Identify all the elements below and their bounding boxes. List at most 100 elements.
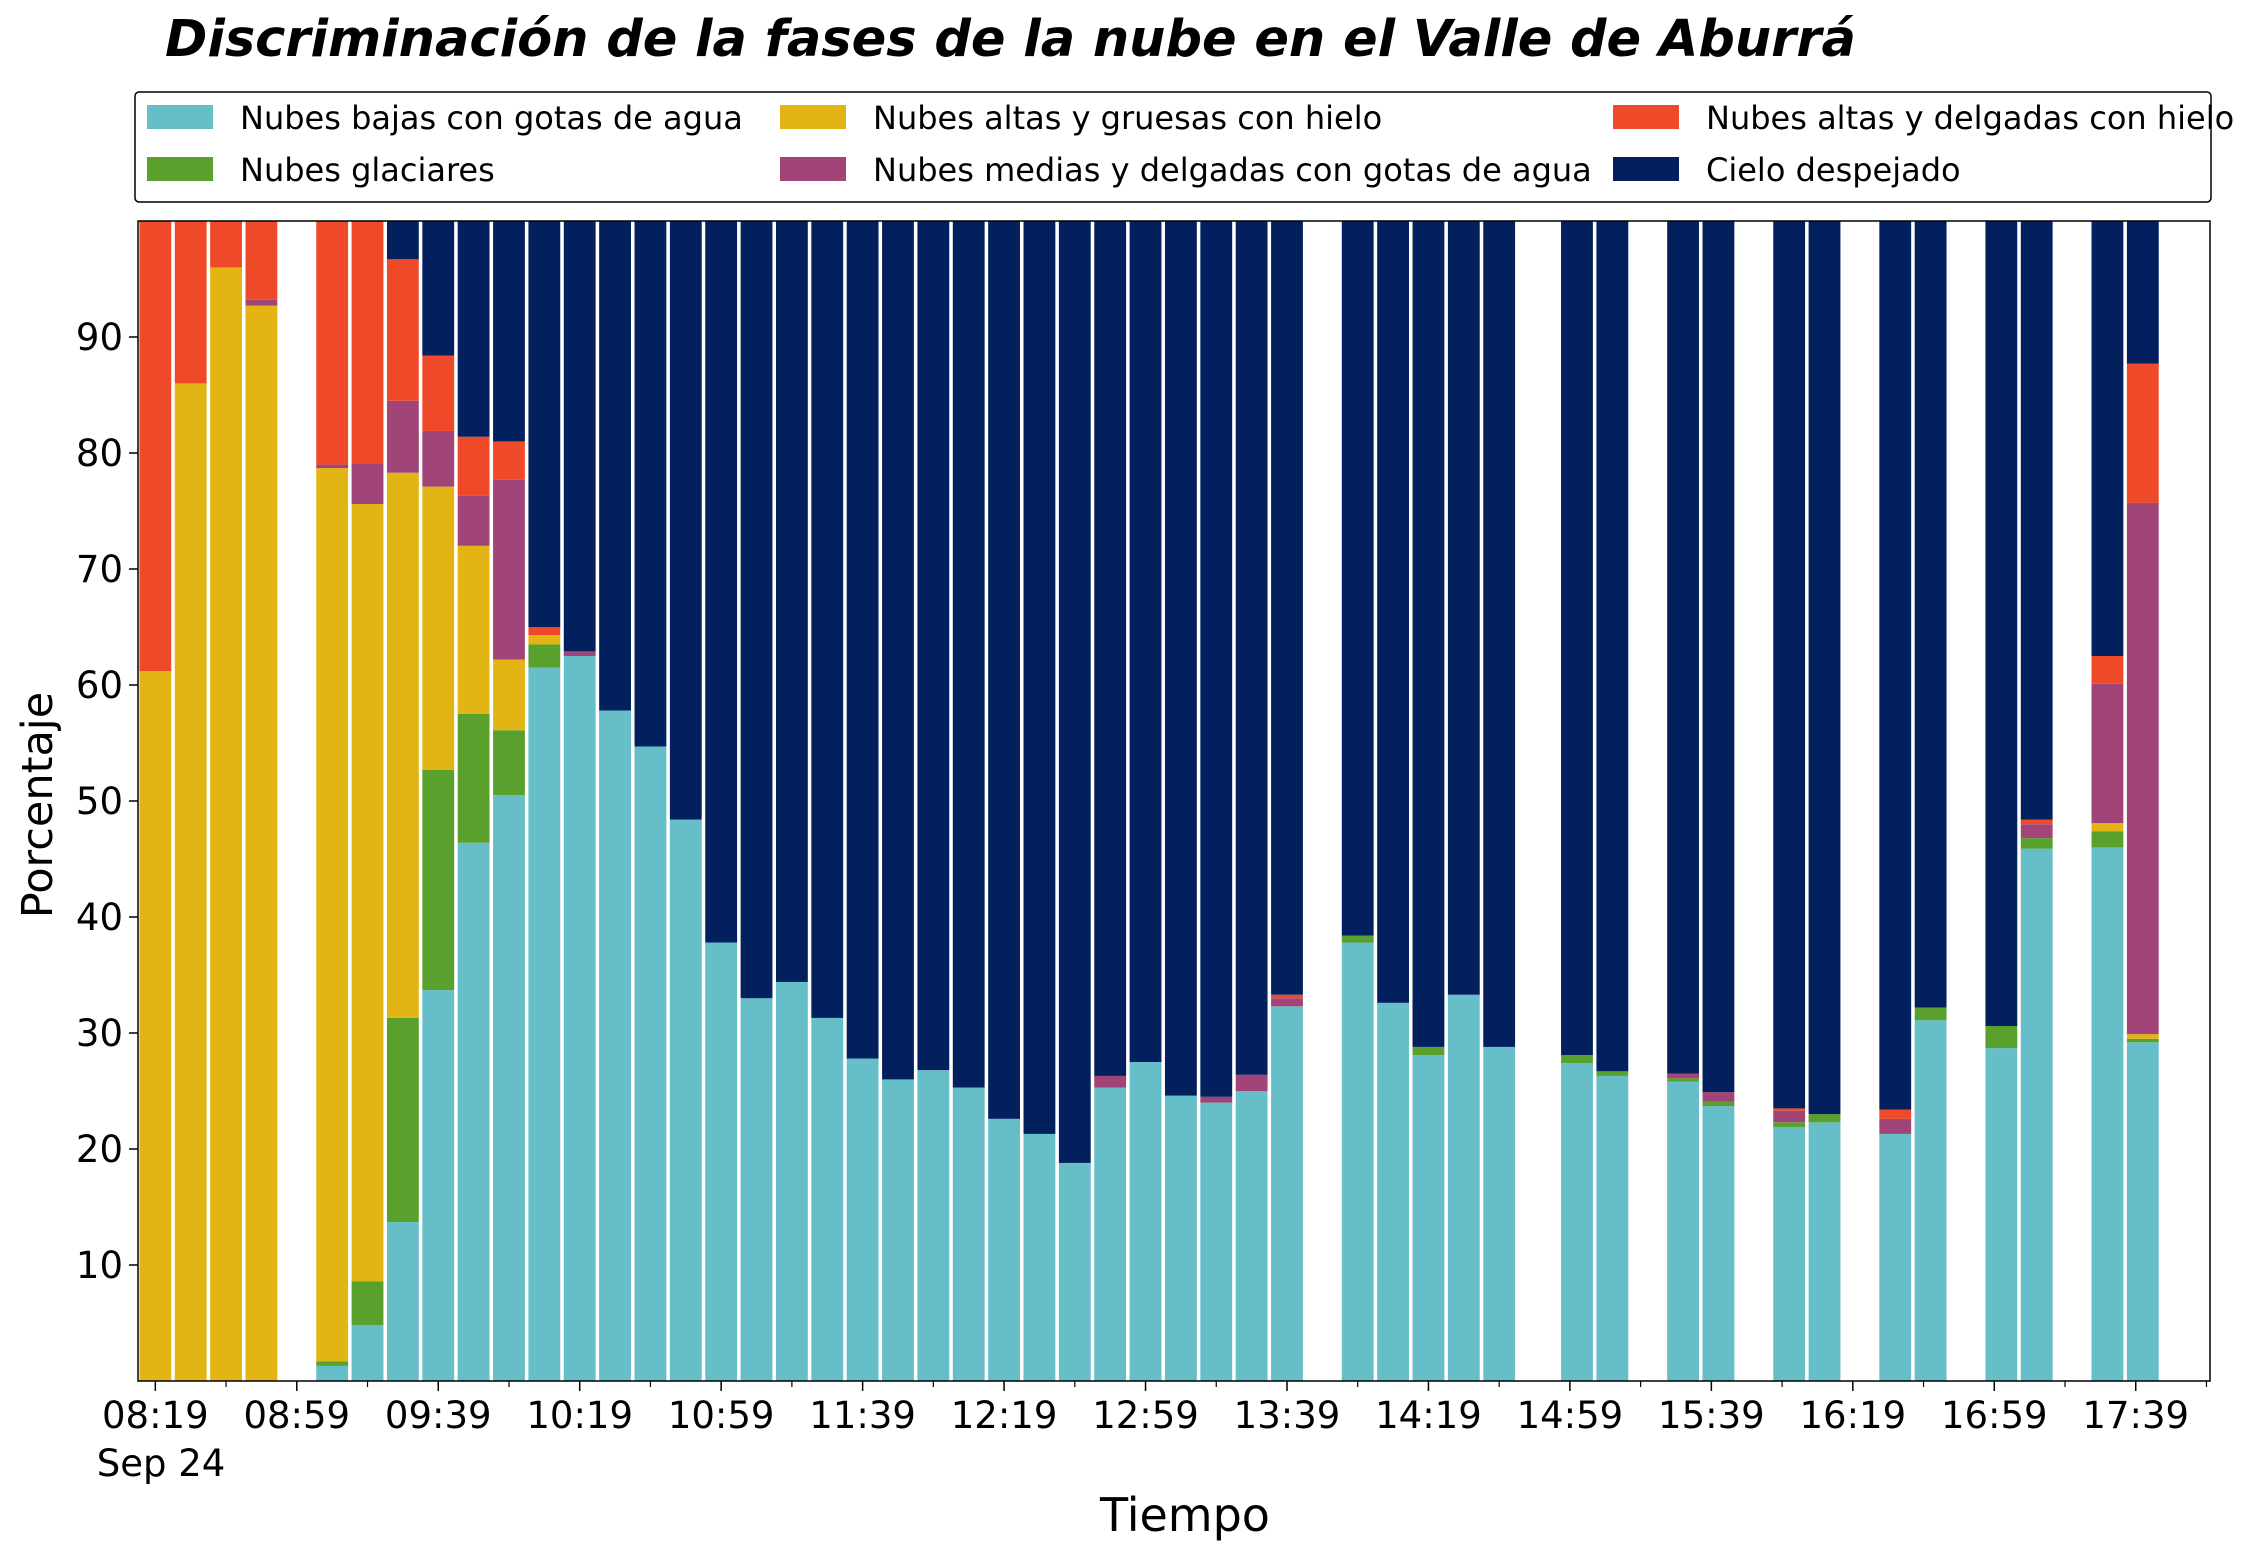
bar-segment bbox=[2091, 831, 2124, 848]
x-date-label: Sep 24 bbox=[97, 1442, 226, 1485]
bar-segment bbox=[422, 769, 455, 991]
bar-segment bbox=[2020, 221, 2053, 820]
bar-segment bbox=[422, 486, 455, 770]
bar-segment bbox=[1773, 1108, 1806, 1111]
bar-segment bbox=[1235, 221, 1268, 1075]
y-axis: 10 20 30 40 50 60 70 80 90 bbox=[76, 316, 138, 1287]
bar-segment bbox=[1412, 1046, 1445, 1056]
bar-segment bbox=[1058, 221, 1091, 1163]
bar-segment bbox=[599, 221, 631, 711]
bar-segment bbox=[1483, 1046, 1516, 1381]
bar-segment bbox=[563, 656, 596, 1381]
bar-segment bbox=[1235, 1091, 1268, 1381]
bar-segment bbox=[1058, 1162, 1091, 1381]
bar-segment bbox=[1808, 1114, 1841, 1123]
bar-segment bbox=[1200, 1096, 1233, 1103]
bar-segment bbox=[316, 1361, 349, 1366]
bar-segment bbox=[1023, 221, 1056, 1134]
bar-segment bbox=[457, 495, 490, 546]
legend-swatch bbox=[1613, 105, 1679, 129]
bar-segment bbox=[1023, 1133, 1056, 1381]
bar-segment bbox=[1412, 221, 1445, 1047]
x-tick-label: 10:59 bbox=[668, 1394, 775, 1437]
bar-segment bbox=[1879, 1118, 1912, 1134]
bar-segment bbox=[1914, 221, 1947, 1008]
bar-segment bbox=[1341, 221, 1374, 936]
bar-segment bbox=[2091, 847, 2124, 1381]
chart-title: Discriminación de la fases de la nube en… bbox=[165, 10, 1856, 69]
x-tick-label: 10:19 bbox=[526, 1394, 633, 1437]
bar-segment bbox=[2126, 363, 2159, 503]
x-tick-label: 12:19 bbox=[951, 1394, 1058, 1437]
bar-segment bbox=[386, 221, 419, 260]
x-tick-label: 16:59 bbox=[1941, 1394, 2048, 1437]
bar-segment bbox=[1808, 221, 1841, 1115]
bar-segment bbox=[210, 267, 242, 1381]
bar-segment bbox=[351, 221, 384, 464]
x-tick-label: 12:59 bbox=[1092, 1394, 1199, 1437]
bar-segment bbox=[1561, 221, 1593, 1056]
bar-segment bbox=[493, 795, 525, 1381]
bar-segment bbox=[952, 1087, 985, 1381]
bar-segment bbox=[1773, 221, 1806, 1109]
bar-segment bbox=[1914, 1007, 1947, 1021]
bar-segment bbox=[1702, 1092, 1735, 1102]
legend-label: Nubes altas y delgadas con hielo bbox=[1706, 99, 2234, 137]
bar-segment bbox=[1561, 1055, 1593, 1064]
bar-segment bbox=[351, 1325, 384, 1381]
bar-segment bbox=[316, 221, 349, 465]
bar-segment bbox=[882, 1079, 914, 1381]
bar-segment bbox=[316, 1365, 349, 1381]
bar-segment bbox=[493, 441, 525, 480]
bar-segment bbox=[1271, 221, 1303, 995]
legend-swatch bbox=[1613, 157, 1679, 181]
bar-segment bbox=[1773, 1110, 1806, 1123]
bar-segment bbox=[1561, 1063, 1593, 1381]
bar-segment bbox=[528, 635, 561, 645]
legend-swatch bbox=[780, 105, 846, 129]
bar-segment bbox=[1667, 1073, 1699, 1079]
legend-label: Nubes glaciares bbox=[240, 151, 495, 189]
bar-segment bbox=[1341, 942, 1374, 1381]
bar-segment bbox=[1271, 1006, 1303, 1381]
bar-segment bbox=[457, 714, 490, 843]
bar-segment bbox=[669, 819, 702, 1381]
bar-segment bbox=[811, 221, 844, 1018]
bar-segment bbox=[139, 221, 172, 672]
bar-segment bbox=[351, 463, 384, 505]
bar-segment bbox=[2091, 656, 2124, 684]
legend-frame bbox=[134, 91, 2212, 203]
x-tick-label: 16:19 bbox=[1799, 1394, 1906, 1437]
bar-segment bbox=[882, 221, 914, 1080]
bar-segment bbox=[528, 667, 561, 1381]
bar-segment bbox=[174, 383, 207, 1381]
bar-segment bbox=[2091, 823, 2124, 832]
bar-segment bbox=[988, 1118, 1020, 1381]
x-axis: 08:19 08:59 09:39 10:19 10:59 11:39 12:19 12:59… bbox=[102, 1381, 2208, 1437]
bar-segment bbox=[563, 651, 596, 656]
bar-segment bbox=[1447, 994, 1480, 1381]
bar-segment bbox=[2091, 221, 2124, 656]
y-tick-label: 40 bbox=[76, 896, 123, 939]
legend-label: Nubes bajas con gotas de agua bbox=[240, 99, 743, 137]
bar-segment bbox=[386, 472, 419, 1018]
bar-segment bbox=[2020, 848, 2053, 1381]
bar-segment bbox=[1094, 1075, 1127, 1088]
bar-segment bbox=[1164, 221, 1197, 1096]
bar-segment bbox=[457, 545, 490, 714]
bar-segment bbox=[1200, 221, 1233, 1097]
legend-swatch bbox=[147, 105, 213, 129]
bar-segment bbox=[1667, 1078, 1699, 1082]
bar-segment bbox=[2020, 824, 2053, 839]
bar-segment bbox=[846, 1058, 879, 1381]
x-tick-label: 14:59 bbox=[1517, 1394, 1624, 1437]
plot-area bbox=[137, 220, 2211, 1382]
bar-segment bbox=[740, 998, 773, 1381]
bar-segment bbox=[1702, 1101, 1735, 1107]
bar-segment bbox=[245, 221, 278, 300]
legend-label: Nubes medias y delgadas con gotas de agu… bbox=[873, 151, 1592, 189]
bar-segment bbox=[2020, 819, 2053, 825]
bar-segment bbox=[1879, 1133, 1912, 1381]
bar-segment bbox=[1808, 1122, 1841, 1381]
